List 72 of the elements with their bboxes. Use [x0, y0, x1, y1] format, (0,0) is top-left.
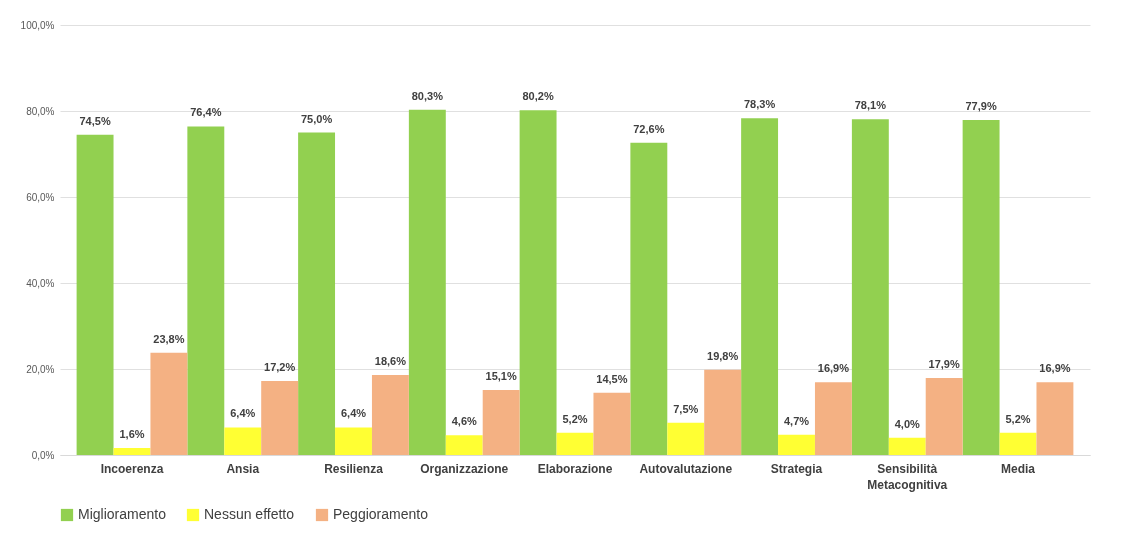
- data-label: 75,0%: [300, 112, 333, 125]
- legend-label: Nessun effetto: [204, 506, 295, 522]
- y-tick-label: 80,0%: [26, 105, 55, 117]
- x-tick-label: Autovalutazione: [639, 461, 733, 476]
- bar: [371, 375, 409, 455]
- data-label: 72,6%: [633, 122, 665, 135]
- bar: [76, 134, 114, 455]
- legend-label: Miglioramento: [78, 506, 167, 522]
- data-label: 23,8%: [153, 332, 185, 345]
- data-label: 4,0%: [894, 417, 921, 430]
- x-tick-label: Media: [1001, 461, 1036, 476]
- data-label: 80,2%: [522, 90, 554, 103]
- bar: [814, 382, 852, 455]
- data-label: 6,4%: [340, 407, 367, 420]
- bar: [187, 126, 225, 455]
- bar: [851, 119, 889, 455]
- bar: [962, 120, 1000, 455]
- bar: [888, 437, 926, 455]
- data-label: 80,3%: [411, 89, 444, 102]
- x-tick-label: Organizzazione: [420, 461, 509, 476]
- bar: [408, 109, 446, 455]
- data-label: 19,8%: [707, 349, 739, 362]
- bar: [593, 392, 631, 455]
- bar: [261, 381, 299, 455]
- data-label: 78,3%: [743, 98, 776, 111]
- data-label: 78,1%: [854, 99, 887, 112]
- bar: [335, 427, 372, 455]
- x-tick-label: Incoerenza: [100, 461, 164, 476]
- data-label: 7,5%: [673, 402, 699, 415]
- data-label: 18,6%: [374, 355, 407, 368]
- data-label: 4,7%: [783, 414, 810, 427]
- bar: [925, 378, 963, 455]
- data-label: 17,2%: [264, 361, 296, 374]
- data-label: 5,2%: [1005, 412, 1031, 425]
- bar: [630, 142, 668, 455]
- data-label: 4,6%: [451, 415, 477, 428]
- data-label: 16,9%: [1039, 362, 1071, 375]
- data-label: 6,4%: [230, 407, 256, 420]
- data-label: 15,1%: [485, 370, 517, 383]
- bar: [150, 352, 188, 455]
- data-label: 77,9%: [965, 100, 997, 113]
- x-tick-label: Sensibilità Metacognitiva: [867, 461, 948, 492]
- bar: [519, 110, 557, 455]
- y-tick-label: 40,0%: [26, 277, 55, 289]
- bar: [298, 132, 336, 455]
- bar: [667, 422, 705, 455]
- data-label: 14,5%: [596, 372, 628, 385]
- data-label: 74,5%: [79, 114, 111, 127]
- bar: [778, 434, 815, 455]
- bar: [482, 390, 520, 455]
- x-tick-label: Resilienza: [324, 461, 384, 476]
- data-label: 1,6%: [119, 428, 145, 441]
- bar: [741, 118, 779, 455]
- bar: [1036, 382, 1074, 455]
- data-label: 17,9%: [928, 358, 960, 371]
- data-label: 16,9%: [817, 362, 850, 375]
- bar: [704, 369, 742, 455]
- x-tick-label: Strategia: [770, 461, 823, 476]
- y-tick-label: 100,0%: [20, 19, 55, 31]
- y-tick-label: 60,0%: [26, 191, 55, 203]
- data-label: 76,4%: [190, 106, 222, 119]
- bar: [113, 448, 151, 455]
- y-tick-label: 20,0%: [26, 363, 55, 375]
- data-label: 5,2%: [562, 412, 588, 425]
- y-tick-label: 0,0%: [31, 449, 55, 461]
- bar: [445, 435, 483, 455]
- bar: [999, 432, 1037, 455]
- x-tick-label: Elaborazione: [537, 461, 613, 476]
- x-tick-label: Ansia: [226, 461, 260, 476]
- legend-label: Peggioramento: [333, 506, 429, 522]
- bar: [224, 427, 262, 455]
- bar: [556, 432, 594, 455]
